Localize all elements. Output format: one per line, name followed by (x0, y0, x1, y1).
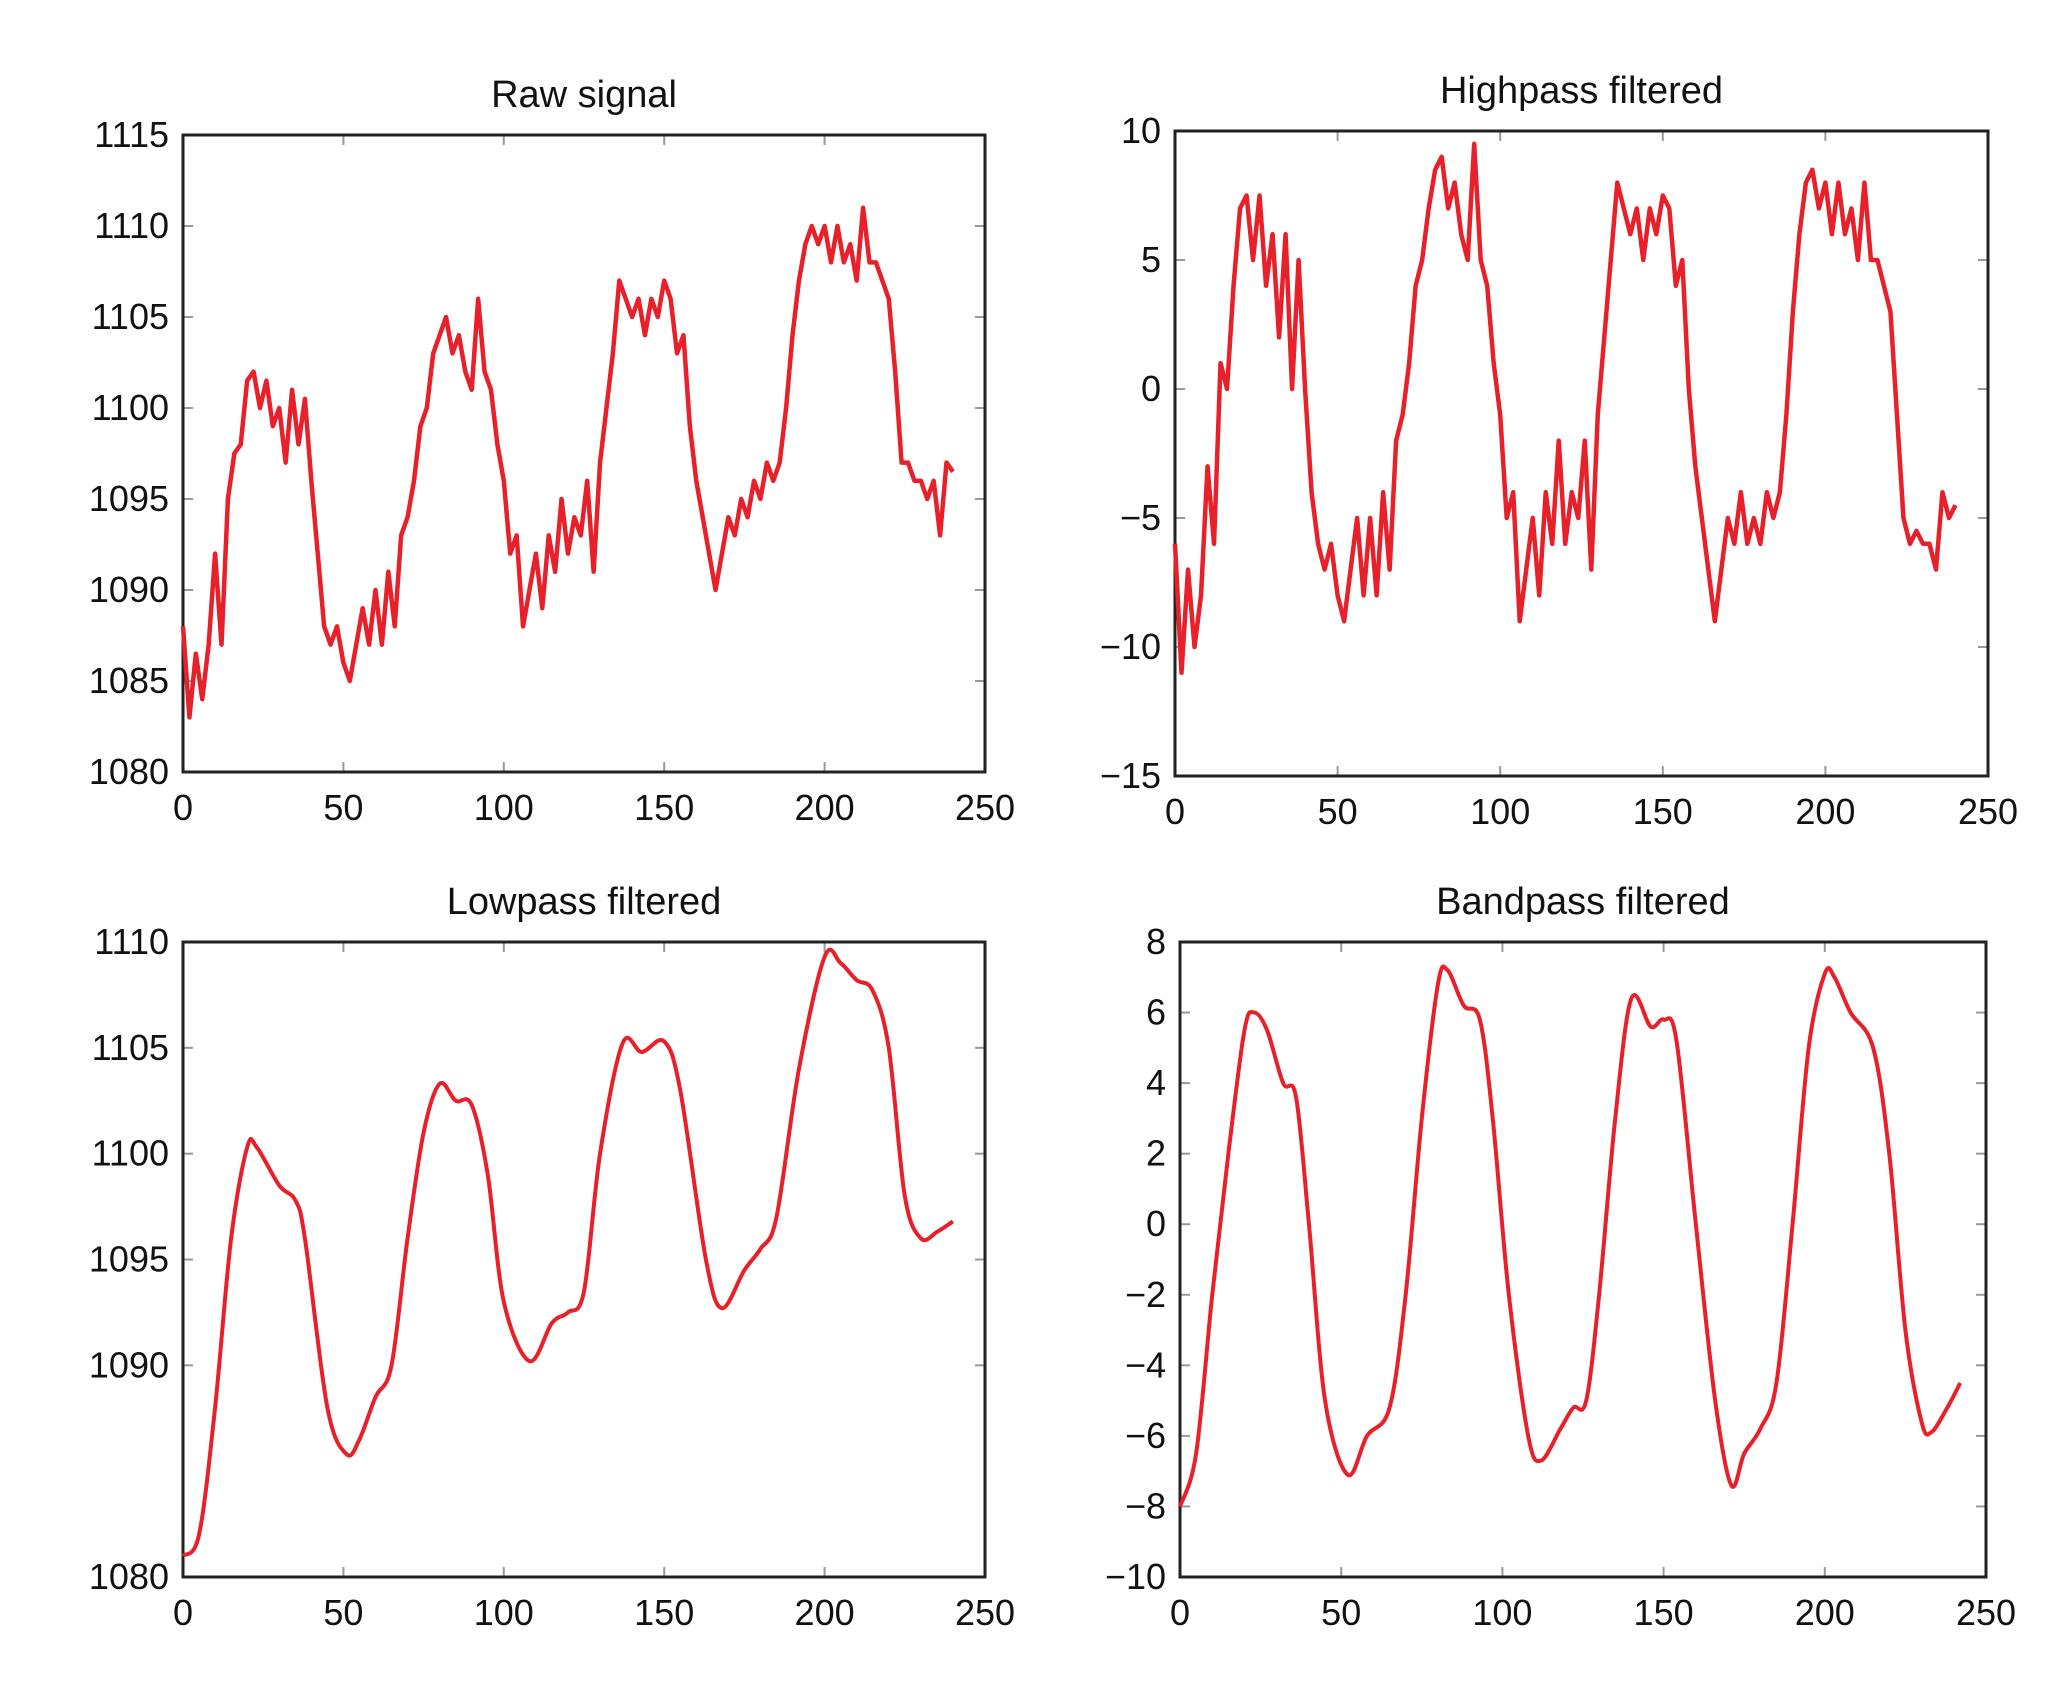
x-tick-label: 150 (634, 1592, 694, 1633)
y-tick-label: 0 (1141, 368, 1161, 409)
chart-lowpass-filtered: Lowpass filtered 0 50 100 150 200 250 1080 1090 1… (89, 881, 1015, 1633)
x-tick-label: 50 (323, 787, 363, 828)
y-tick-label: −4 (1125, 1344, 1166, 1385)
plot-frame (181, 133, 987, 774)
y-tick-label: 4 (1146, 1062, 1166, 1103)
chart-title: Bandpass filtered (1436, 881, 1730, 923)
x-tick-label: 250 (1956, 1592, 2016, 1633)
x-tick-label: 0 (1170, 1592, 1190, 1633)
plot-frame (1173, 129, 1990, 778)
x-tick-label: 50 (323, 1592, 363, 1633)
chart-title: Highpass filtered (1440, 70, 1723, 112)
chart-title: Lowpass filtered (447, 881, 722, 923)
y-tick-label: 1115 (94, 114, 169, 155)
x-tick-label: 150 (634, 787, 694, 828)
y-tick-label: 0 (1146, 1203, 1166, 1244)
y-tick-label: 8 (1146, 921, 1166, 962)
x-tick-label: 100 (1470, 791, 1530, 832)
y-tick-label: 1080 (89, 1556, 169, 1597)
x-tick-label: 0 (173, 787, 193, 828)
x-tick-label: 200 (795, 1592, 855, 1633)
y-tick-label: −2 (1125, 1274, 1166, 1315)
y-tick-label: 1110 (94, 921, 169, 962)
y-tick-label: 1090 (89, 1344, 169, 1385)
y-tick-label: −8 (1125, 1485, 1166, 1526)
x-tick-label: 150 (1634, 1592, 1694, 1633)
chart-raw-signal: Raw signal 0 50 100 150 200 250 1080 1085 1090 109… (89, 74, 1015, 828)
y-tick-label: 1080 (89, 751, 169, 792)
y-tick-label: −6 (1125, 1415, 1166, 1456)
series-line-highpass-filtered (1172, 141, 1958, 676)
y-tick-label: 1095 (89, 478, 169, 519)
y-tick-label: −5 (1120, 497, 1161, 538)
y-tick-label: 1100 (92, 1133, 169, 1174)
chart-title: Raw signal (491, 74, 677, 116)
y-tick-label: 1105 (92, 1027, 169, 1068)
x-tick-label: 200 (1795, 1592, 1855, 1633)
y-tick-label: 10 (1121, 110, 1161, 151)
x-tick-label: 200 (1795, 791, 1855, 832)
y-tick-label: 6 (1146, 992, 1166, 1033)
y-tick-label: 1100 (92, 387, 169, 428)
x-tick-label: 50 (1321, 1592, 1361, 1633)
plot-frame (1178, 940, 1988, 1579)
y-tick-label: −15 (1100, 755, 1161, 796)
x-tick-label: 200 (795, 787, 855, 828)
series-line-raw-signal (180, 205, 955, 720)
y-tick-label: 1095 (89, 1239, 169, 1280)
y-tick-label: 1110 (94, 205, 169, 246)
x-tick-label: 150 (1633, 791, 1693, 832)
x-tick-label: 250 (1958, 791, 2018, 832)
y-tick-label: −10 (1100, 626, 1161, 667)
plot-frame (181, 940, 987, 1579)
x-tick-label: 100 (1472, 1592, 1532, 1633)
y-tick-label: 5 (1141, 239, 1161, 280)
x-tick-label: 100 (474, 787, 534, 828)
series-line-bandpass-filtered (1178, 964, 1962, 1508)
x-tick-label: 0 (1165, 791, 1185, 832)
y-tick-label: 1085 (89, 660, 169, 701)
x-tick-label: 250 (955, 1592, 1015, 1633)
y-tick-label: 1105 (92, 296, 169, 337)
x-tick-label: 50 (1318, 791, 1358, 832)
x-tick-label: 0 (173, 1592, 193, 1633)
y-tick-label: 1090 (89, 569, 169, 610)
x-tick-label: 100 (474, 1592, 534, 1633)
chart-bandpass-filtered: Bandpass filtered 0 50 100 150 200 250 −10 −8 −6 −… (1105, 881, 2016, 1633)
x-tick-label: 250 (955, 787, 1015, 828)
y-tick-label: 2 (1146, 1133, 1166, 1174)
series-line-lowpass-filtered (181, 947, 955, 1558)
y-tick-label: −10 (1105, 1556, 1166, 1597)
